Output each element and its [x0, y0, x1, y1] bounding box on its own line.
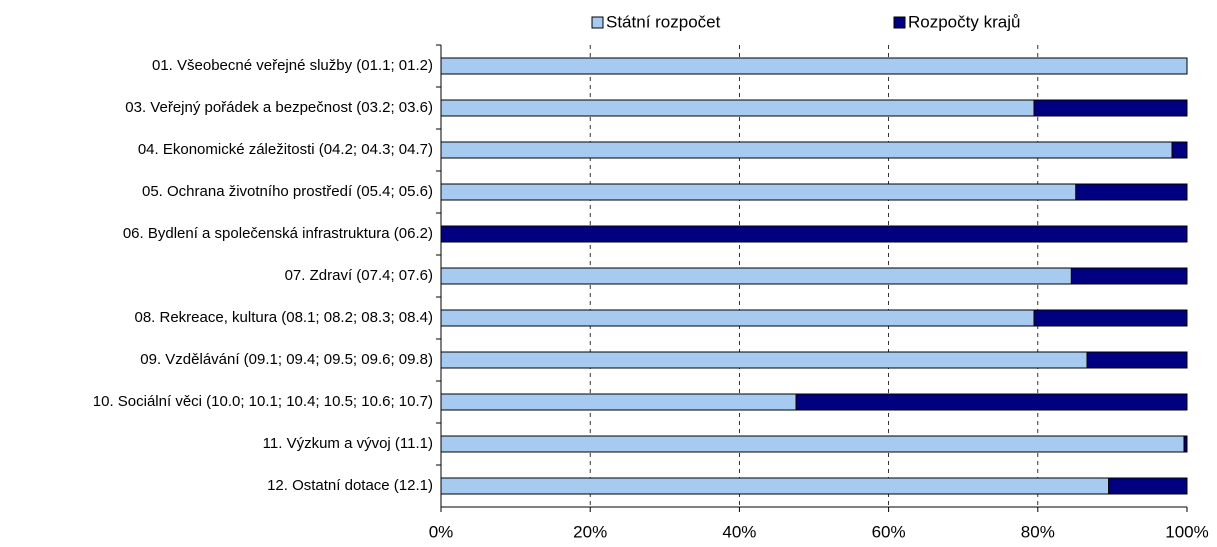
y-tick-label: 12. Ostatní dotace (12.1) [267, 477, 433, 494]
y-tick-label: 06. Bydlení a společenská infrastruktura… [123, 225, 433, 242]
x-tick-label: 60% [872, 522, 906, 541]
bar-segment [1171, 141, 1188, 159]
legend-swatch [893, 16, 906, 29]
y-tick-label: 01. Všeobecné veřejné služby (01.1; 01.2… [152, 57, 433, 74]
bar-segment [795, 393, 1188, 411]
y-tick-label: 10. Sociální věci (10.0; 10.1; 10.4; 10.… [93, 393, 433, 410]
bar-segment [1075, 183, 1188, 201]
y-tick-label: 05. Ochrana životního prostředí (05.4; 0… [142, 183, 433, 200]
bar-segment [440, 99, 1035, 117]
x-tick-label: 20% [573, 522, 607, 541]
legend-swatch [591, 16, 604, 29]
bar-segment [440, 183, 1077, 201]
bar-segment [440, 225, 1188, 243]
bar-segment [440, 351, 1088, 369]
bar-segment [1033, 99, 1188, 117]
y-tick-label: 04. Ekonomické záležitosti (04.2; 04.3; … [138, 141, 433, 158]
legend-label: Státní rozpočet [606, 12, 721, 31]
bar-segment [1108, 477, 1188, 495]
bar-segment [440, 57, 1188, 75]
y-tick-label: 08. Rekreace, kultura (08.1; 08.2; 08.3;… [134, 309, 433, 326]
bar-segment [440, 267, 1072, 285]
x-tick-label: 0% [429, 522, 454, 541]
y-tick-label: 11. Výzkum a vývoj (11.1) [263, 435, 433, 452]
y-tick-label: 07. Zdraví (07.4; 07.6) [285, 267, 433, 284]
bar-segment [440, 309, 1035, 327]
bar-segment [440, 393, 797, 411]
x-tick-label: 100% [1165, 522, 1208, 541]
bar-segment [1033, 309, 1188, 327]
x-tick-label: 40% [722, 522, 756, 541]
y-tick-label: 03. Veřejný pořádek a bezpečnost (03.2; … [125, 99, 433, 116]
bar-segment [1070, 267, 1188, 285]
bar-segment [440, 477, 1110, 495]
bar-segment [440, 141, 1173, 159]
bar-segment [1183, 435, 1188, 453]
legend-label: Rozpočty krajů [908, 12, 1020, 31]
bar-segment [1086, 351, 1188, 369]
x-tick-label: 80% [1021, 522, 1055, 541]
y-tick-label: 09. Vzdělávání (09.1; 09.4; 09.5; 09.6; … [140, 351, 433, 368]
bar-segment [440, 435, 1185, 453]
